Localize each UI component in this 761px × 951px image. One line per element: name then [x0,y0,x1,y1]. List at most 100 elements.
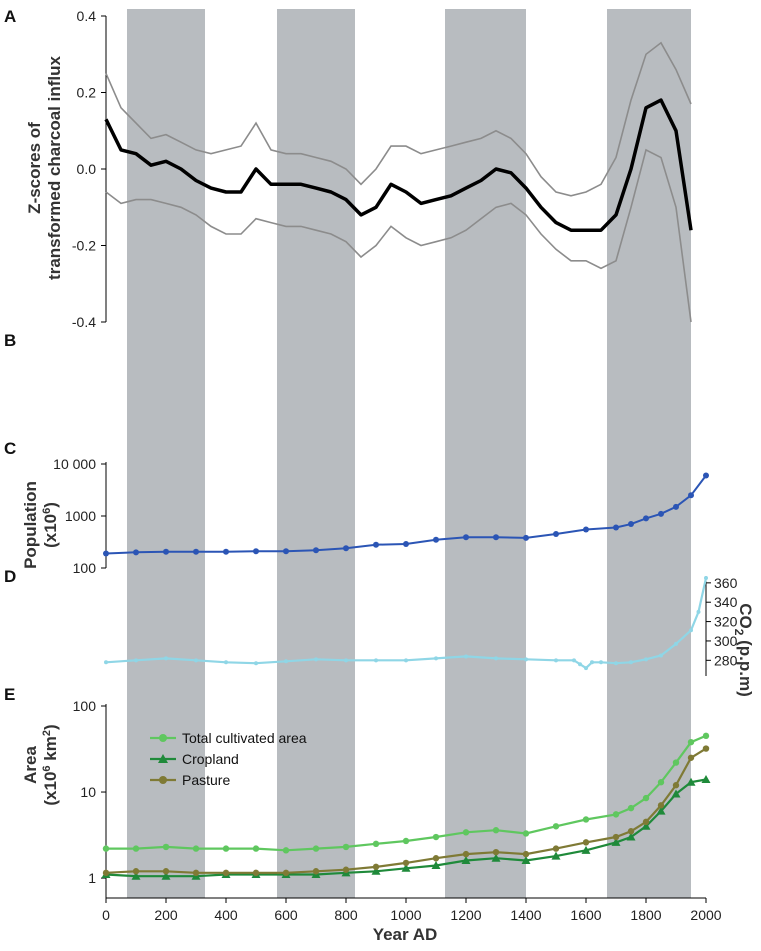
panel-c-point-8 [343,545,349,552]
panel-c-point-15 [553,531,559,538]
panel-c-point-13 [493,534,499,541]
x-tick-label-6: 1200 [450,907,481,923]
panel-e-series-1-point-9 [372,840,380,848]
x-axis-title: Year AD [373,925,438,944]
panel-e-series-1-point-13 [492,827,500,834]
panel-d-ylabel: CO2 (p.p.m) [732,603,755,697]
panel-d-point-9 [374,658,378,663]
panel-e-series-3-point-19 [642,818,650,826]
panel-d-point-0 [104,660,108,665]
panel-d-ytick-label-3: 340 [714,594,738,610]
panel-c-point-12 [463,534,469,541]
panel-e-series-1-point-4 [222,845,230,852]
panel-e-series-1-point-20 [657,779,665,786]
panel-e-ylabel-sup2: 2 [41,730,53,736]
panel-e-series-2-point-2 [161,871,171,880]
panel-e-ylabel-line2: (x106 km2) [41,724,60,805]
panel-c-point-18 [628,521,634,528]
panel-a-ytick-label-2: 0.0 [77,161,97,177]
panel-d-ytick-label-4: 360 [714,575,738,591]
panel-e-series-3-point-16 [582,839,590,846]
panel-e-series-1-point-23 [702,732,710,740]
panel-e-series-3-point-18 [627,828,635,835]
panel-e-series-1-point-6 [282,847,290,854]
panel-c-point-1 [133,549,139,556]
panel-label-e: E [4,685,15,704]
panel-e-series-3-point-15 [552,845,560,852]
panel-e-series-2-point-20 [656,806,666,815]
panel-c-point-2 [163,548,169,555]
panel-d-ylabel-sub: 2 [732,629,746,636]
panel-e-series-3-point-6 [282,869,290,877]
panel-e-series-2-point-22 [686,777,696,786]
panel-d-ytick-label-0: 280 [714,652,738,668]
panel-c-ylabel-line2: (x106) [41,502,60,548]
panel-e-series-2-point-12 [461,856,471,865]
panel-d-point-19 [590,660,594,665]
panel-c-point-17 [613,524,619,531]
panel-d-point-23 [644,657,648,662]
panel-e-series-line-3 [105,747,707,874]
panel-e-ytick-label-0: 100 [73,698,97,714]
panel-e-series-1-point-15 [552,823,560,830]
panel-e-series-1-point-19 [642,794,650,802]
panel-e-series-3-point-0 [102,869,110,877]
x-tick-label-2: 400 [214,907,238,923]
panel-e-series-3-point-3 [192,869,200,877]
panel-e-series-1-point-0 [102,845,110,852]
panel-e-series-1-point-3 [192,845,200,852]
panel-e-series-2-point-1 [131,871,141,880]
panel-a-mean-line [104,98,693,232]
panel-d-point-18 [584,666,588,671]
panel-c-point-4 [223,548,229,555]
panel-c-point-11 [433,536,439,543]
panel-e-series-3-point-17 [612,833,620,841]
panel-c-point-22 [688,492,694,499]
panel-a-upper-ci-line [105,41,692,197]
panel-d-point-14 [524,657,528,662]
panel-e-ylabel-close: ) [41,724,60,730]
panel-e-series-3-point-10 [402,859,410,867]
panel-d-point-10 [404,658,408,663]
panel-e-series-2-point-9 [371,866,381,875]
panel-e-series-3-point-2 [162,868,170,875]
panel-e-series-3-point-5 [252,869,260,877]
panel-a-ylabel-line1: Z-scores of [25,122,44,214]
shaded-period-4 [607,9,691,898]
panel-c-ytick-label-1: 1000 [65,508,96,524]
panel-e-ylabel-sup: 6 [41,765,53,771]
panel-e-series-1-point-10 [402,837,410,845]
panel-c-point-10 [403,540,409,547]
panel-c-point-5 [253,548,259,555]
panel-label-b: B [4,331,16,350]
panel-e-series-2-point-13 [491,853,501,862]
panel-e-series-3-point-12 [462,850,470,858]
shaded-period-2 [277,9,355,898]
x-tick-label-8: 1600 [570,907,601,923]
panel-e-series-1-point-2 [162,843,170,851]
panel-d-ytick-label-2: 320 [714,614,738,630]
data-series [101,41,711,880]
legend-label-2: Cropland [182,751,239,767]
x-tick-label-10: 2000 [690,907,721,923]
shaded-periods [127,9,691,898]
panel-e-series-2-point-11 [431,860,441,869]
legend: Total cultivated area Cropland Pasture [150,730,307,788]
panel-e-series-1-point-1 [132,845,140,852]
panel-a-ytick-label-1: 0.2 [77,85,97,101]
x-tick-label-3: 600 [274,907,298,923]
panel-e-series-3-point-9 [372,863,380,871]
panel-e-series-1-point-14 [522,830,530,837]
panel-e-series-3-point-7 [312,868,320,875]
panel-d-point-17 [578,662,582,667]
panel-d-point-7 [314,657,318,662]
panel-e-series-2-point-10 [401,863,411,872]
panel-c-point-20 [658,510,664,517]
panel-e-series-2-point-17 [611,837,621,846]
x-tick-label-5: 1000 [390,907,421,923]
panel-c-point-7 [313,547,319,554]
legend-marker-2 [158,754,168,763]
panel-d-point-28 [704,576,708,580]
